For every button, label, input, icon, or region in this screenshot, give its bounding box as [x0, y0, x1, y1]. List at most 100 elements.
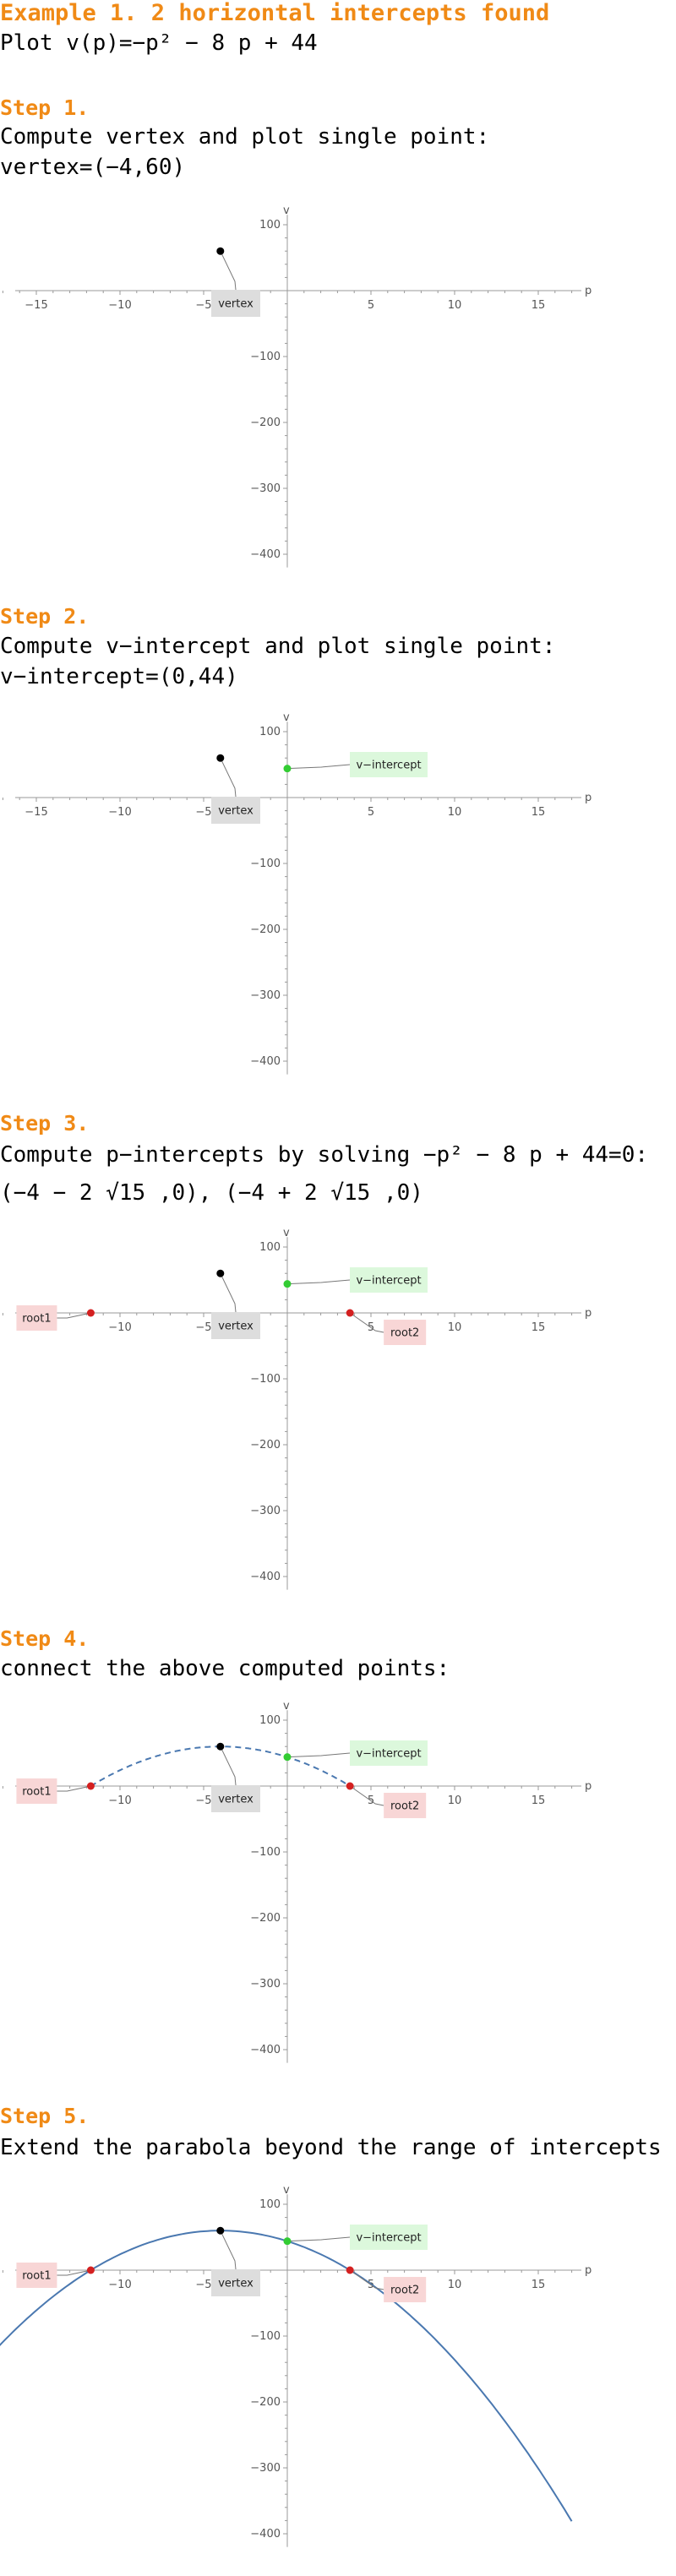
step5-heading: Step 5.: [0, 2104, 90, 2128]
chart-step2-x-tick-label: 5: [368, 806, 374, 819]
chart-step5-point-vint: [283, 2237, 292, 2246]
chart-step4-x-axis-label: p: [585, 1780, 592, 1793]
chart-step3-callout-line: [349, 1312, 384, 1333]
chart-step4: pv−15−10−551015100−100−200−300−400vertex…: [2, 1700, 592, 2063]
chart-step5-label-box-vint: [350, 2225, 428, 2250]
chart-step3-point-label: root1: [22, 1313, 51, 1326]
chart-step3-point-vertex: [216, 1269, 225, 1277]
chart-step5-callout-line: [349, 2269, 384, 2290]
step1-text: Compute vertex and plot single point:: [0, 124, 490, 150]
chart-step3-point-label: v−intercept: [356, 1275, 421, 1288]
step5-text: Extend the parabola beyond the range of …: [0, 2135, 662, 2160]
chart-step5-point-label: root1: [22, 2270, 51, 2283]
chart-step3-y-axis-label: v: [283, 1227, 290, 1239]
chart-step1-y-tick-label: −300: [250, 482, 281, 495]
chart-step5-x-axis-label: p: [585, 2264, 592, 2277]
chart-step2-point-label: v−intercept: [356, 760, 421, 772]
chart-step5-x-tick-label: −10: [108, 2279, 131, 2291]
chart-step4-point-root: [346, 1782, 354, 1790]
step2-result: v−intercept=(0,44): [0, 664, 238, 689]
step3-text: Compute p−intercepts by solving −p² − 8 …: [0, 1142, 649, 1168]
chart-step5: pv−15−10−551015100−100−200−300−400vertex…: [0, 2184, 592, 2547]
chart-step5-point-label: root2: [390, 2285, 419, 2297]
chart-step3-x-tick-label: 15: [532, 1321, 546, 1334]
chart-step4-point-label: root1: [22, 1786, 51, 1799]
step3-heading: Step 3.: [0, 1111, 90, 1136]
chart-step3-y-tick-label: −300: [250, 1505, 281, 1517]
chart-step1: p v −15 −10 −5 5 10 15 100 −100 −200 −300 −400 vertex: [2, 204, 592, 568]
chart-step2-label-box-vertex: [211, 797, 260, 824]
chart-step4-point-vertex: [216, 1742, 225, 1751]
chart-step1-y-tick-label: −400: [250, 548, 281, 561]
chart-step1-x-tick-label: 10: [448, 299, 462, 312]
chart-step5-y-tick-label: −200: [250, 2396, 281, 2409]
chart-step1-y-tick-label: −200: [250, 417, 281, 429]
chart-step1-x-tick-label: −10: [108, 299, 131, 312]
chart-step5-label-box-vertex: [211, 2269, 260, 2296]
chart-step2-point-vertex: [216, 754, 225, 762]
chart-step3-y-tick-label: −200: [250, 1439, 281, 1451]
chart-step2-point-label: vertex: [218, 805, 254, 818]
chart-step2-point-vint: [283, 765, 292, 773]
chart-step4-y-tick-label: −300: [250, 1978, 281, 1991]
chart-step4-point-label: v−intercept: [356, 1748, 421, 1761]
chart-step2-x-tick-label: 10: [448, 806, 462, 819]
chart-step1-x-axis-label: p: [585, 285, 592, 297]
chart-step2-callout-line: [286, 764, 351, 770]
chart-step5-callout-line: [286, 2236, 351, 2242]
chart-step2-x-tick-label: −5: [195, 806, 211, 819]
chart-step5-point-label: vertex: [218, 2278, 254, 2290]
chart-step3-point-vint: [283, 1280, 292, 1288]
chart-step4-y-tick-label: 100: [259, 1714, 281, 1727]
chart-step3-y-tick-label: −400: [250, 1571, 281, 1583]
chart-step4-callout-line: [349, 1785, 384, 1806]
chart-step2-x-tick-label: 15: [532, 806, 546, 819]
chart-step5-callout-line: [220, 2230, 237, 2270]
chart-step3-point-root: [86, 1309, 95, 1317]
chart-step5-y-tick-label: −100: [250, 2330, 281, 2343]
step1-result: vertex=(−4,60): [0, 155, 186, 180]
chart-step2-y-tick-label: −300: [250, 989, 281, 1002]
chart-step5-x-tick-label: 15: [532, 2279, 546, 2291]
chart-step3: pv−15−10−551015100−100−200−300−400vertex…: [2, 1227, 592, 1590]
chart-step4-point-label: root2: [390, 1800, 419, 1813]
chart-step1-point-vertex: [216, 247, 225, 255]
chart-step1-x-tick-label: −5: [195, 299, 211, 312]
chart-step4-x-tick-label: −5: [195, 1794, 211, 1807]
chart-step3-y-tick-label: −100: [250, 1373, 281, 1386]
page-title: Example 1. 2 horizontal intercepts found: [0, 0, 550, 26]
step2-heading: Step 2.: [0, 604, 90, 629]
chart-step3-x-tick-label: −5: [195, 1321, 211, 1334]
chart-step1-callout-line: [220, 250, 237, 291]
chart-step1-y-tick-label: −100: [250, 351, 281, 363]
chart-step3-x-axis-label: p: [585, 1307, 592, 1320]
chart-step1-y-tick-label: 100: [259, 219, 281, 231]
chart-step4-label-box-vertex: [211, 1785, 260, 1812]
chart-step3-point-label: vertex: [218, 1321, 254, 1333]
chart-step3-point-label: root2: [390, 1327, 419, 1340]
chart-step4-label-box-root: [16, 1778, 57, 1804]
chart-step2-y-tick-label: 100: [259, 726, 281, 738]
chart-step4-y-tick-label: −400: [250, 2044, 281, 2056]
chart-step3-callout-line: [286, 1279, 351, 1285]
chart-step4-point-label: vertex: [218, 1794, 254, 1806]
step1-heading: Step 1.: [0, 95, 90, 120]
chart-step5-point-root: [86, 2266, 95, 2274]
chart-step3-label-box-vint: [350, 1267, 428, 1293]
chart-step2-x-tick-label: −15: [25, 806, 47, 819]
chart-step5-x-tick-label: 10: [448, 2279, 462, 2291]
chart-step5-label-box-root: [16, 2263, 57, 2288]
plot-function-line: Plot v(p)=−p² − 8 p + 44: [0, 30, 318, 56]
step4-text: connect the above computed points:: [0, 1656, 450, 1681]
chart-step4-parabola-curve: [90, 1745, 351, 1787]
chart-step3-label-box-root: [384, 1320, 427, 1345]
chart-step5-point-label: v−intercept: [356, 2232, 421, 2245]
chart-step4-point-vint: [283, 1753, 292, 1762]
chart-step4-label-box-root: [384, 1793, 427, 1818]
chart-step1-label-box-vertex: [211, 290, 260, 317]
chart-step4-x-tick-label: −10: [108, 1794, 131, 1807]
chart-step4-y-axis-label: v: [283, 1700, 290, 1713]
chart-step4-y-tick-label: −200: [250, 1912, 281, 1925]
chart-step5-y-tick-label: 100: [259, 2198, 281, 2211]
chart-step1-point-label: vertex: [218, 298, 254, 311]
